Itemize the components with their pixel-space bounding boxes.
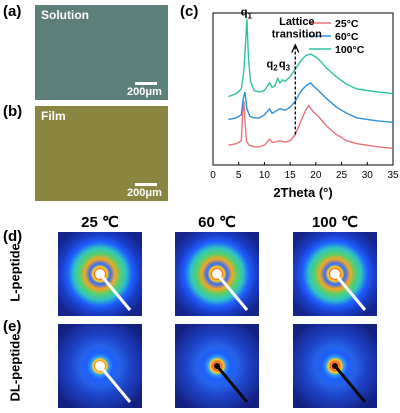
saxs-pattern-dl-60 (175, 324, 259, 408)
x-tick-label: 30 (362, 170, 374, 181)
q3-label: q3 (279, 59, 291, 73)
beam-stop-arm (98, 273, 132, 311)
x-tick-label: 35 (387, 170, 399, 181)
legend-entry-2: 100°C (335, 44, 365, 56)
saxs-image (175, 324, 259, 408)
x-tick-label: 25 (336, 170, 348, 181)
panel-b-label: (b) (3, 103, 23, 120)
film-micrograph: Film 200μm (35, 106, 168, 201)
x-tick-label: 10 (259, 170, 271, 181)
saxs-pattern-dl-100 (293, 324, 377, 408)
saxs-image (175, 232, 259, 316)
saxs-pattern-dl-25 (58, 324, 142, 408)
x-tick-label: 20 (310, 170, 322, 181)
temp-header-100: 100 ℃ (311, 214, 359, 231)
panel-a-label: (a) (3, 3, 22, 20)
x-tick-label: 0 (210, 170, 216, 181)
temp-header-25: 25 ℃ (81, 214, 119, 231)
row-label-dl-peptide: DL-peptide (7, 333, 23, 402)
solution-tag: Solution (41, 8, 89, 22)
saxs-image (58, 232, 142, 316)
scale-bar-text: 200μm (127, 86, 162, 98)
film-tag: Film (41, 109, 66, 123)
q2-label: q2 (266, 59, 278, 73)
beam-stop (95, 361, 105, 371)
beam-stop (214, 363, 220, 369)
legend-entry-0: 25°C (335, 18, 359, 30)
row-label-l-peptide: L-peptide (7, 243, 23, 302)
x-tick-label: 15 (285, 170, 297, 181)
beam-stop (212, 269, 222, 279)
q1-label: q1 (241, 6, 253, 20)
saxs-pattern-l-100 (293, 232, 377, 316)
plot-frame (212, 12, 394, 166)
panel-d-label: (d) (3, 228, 23, 245)
panel-c-label: (c) (180, 3, 199, 20)
saxs-pattern-l-25 (58, 232, 142, 316)
transition-label-line1: Lattice (279, 16, 314, 28)
beam-stop-arm (98, 365, 132, 403)
beam-stop-arm (215, 365, 249, 403)
panel-e-label: (e) (3, 318, 22, 335)
beam-stop-arm (215, 273, 249, 311)
series-line-1 (228, 81, 394, 124)
saxs-image (293, 324, 377, 408)
beam-stop-arm (333, 365, 367, 403)
scale-bar-text: 200μm (127, 187, 162, 199)
legend-entry-1: 60°C (335, 31, 359, 43)
x-tick-label: 5 (236, 170, 242, 181)
temp-header-60: 60 ℃ (198, 214, 236, 231)
saxs-image (293, 232, 377, 316)
solution-micrograph: Solution 200μm (35, 5, 168, 100)
scale-bar (135, 183, 157, 186)
beam-stop (95, 269, 105, 279)
beam-stop (332, 363, 338, 369)
beam-stop-arm (333, 273, 367, 311)
series-line-0 (228, 101, 394, 149)
beam-stop (330, 269, 340, 279)
transition-arrow-head (291, 43, 300, 53)
transition-label-line2: transition (272, 28, 322, 40)
saxs-pattern-l-60 (175, 232, 259, 316)
scale-bar (135, 82, 157, 85)
series-line-2 (228, 19, 394, 98)
saxs-image (58, 324, 142, 408)
x-axis-label: 2Theta (°) (273, 185, 332, 200)
